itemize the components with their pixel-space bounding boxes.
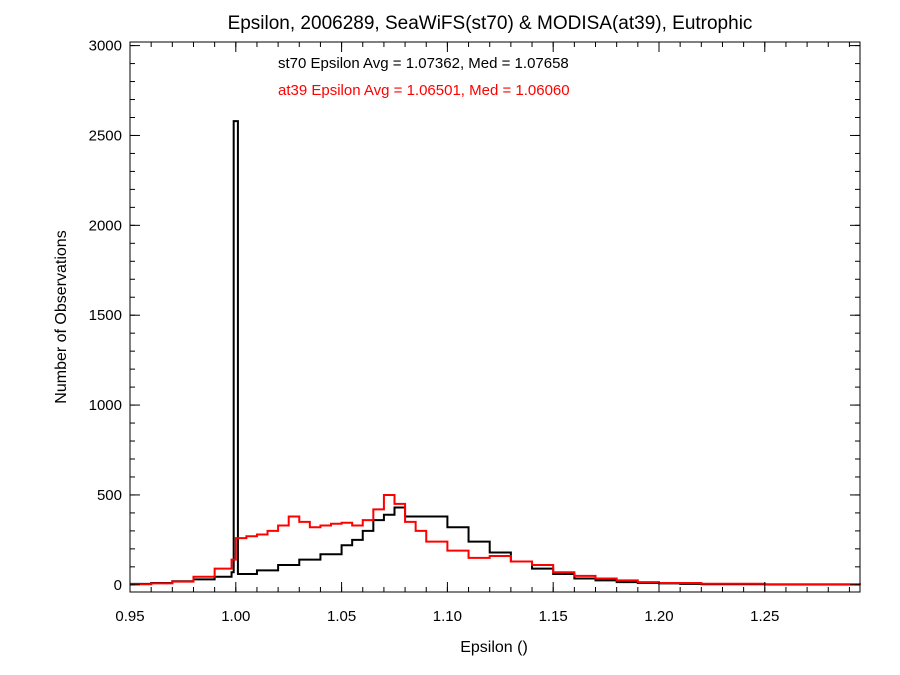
x-tick-label: 1.05 xyxy=(327,608,356,625)
y-tick-label: 3000 xyxy=(89,38,122,55)
x-tick-label: 1.10 xyxy=(433,608,462,625)
y-tick-label: 2500 xyxy=(89,127,122,144)
series-line-1 xyxy=(130,493,861,586)
x-tick-label: 1.20 xyxy=(644,608,673,625)
x-tick-label: 1.00 xyxy=(221,608,250,625)
at39-stats-annotation: at39 Epsilon Avg = 1.06501, Med = 1.0606… xyxy=(278,82,570,99)
x-tick-label: 0.95 xyxy=(115,608,144,625)
y-tick-label: 1500 xyxy=(89,307,122,324)
st70-stats-annotation: st70 Epsilon Avg = 1.07362, Med = 1.0765… xyxy=(278,55,569,72)
x-tick-label: 1.25 xyxy=(750,608,779,625)
x-tick-label: 1.15 xyxy=(539,608,568,625)
y-tick-label: 1000 xyxy=(89,397,122,414)
x-axis-label: Epsilon () xyxy=(460,639,528,656)
plot-frame xyxy=(129,41,861,593)
chart-title: Epsilon, 2006289, SeaWiFS(st70) & MODISA… xyxy=(228,13,753,34)
y-axis-label: Number of Observations xyxy=(53,230,70,403)
y-tick-label: 500 xyxy=(97,487,122,504)
plot-area: 0.95 1.00 1.05 1.10 1.15 1.20 1.25 0 500 1000 1500… xyxy=(89,38,861,625)
series-line-0 xyxy=(130,120,861,586)
y-tick-label: 2000 xyxy=(89,217,122,234)
y-tick-label: 0 xyxy=(114,577,122,594)
